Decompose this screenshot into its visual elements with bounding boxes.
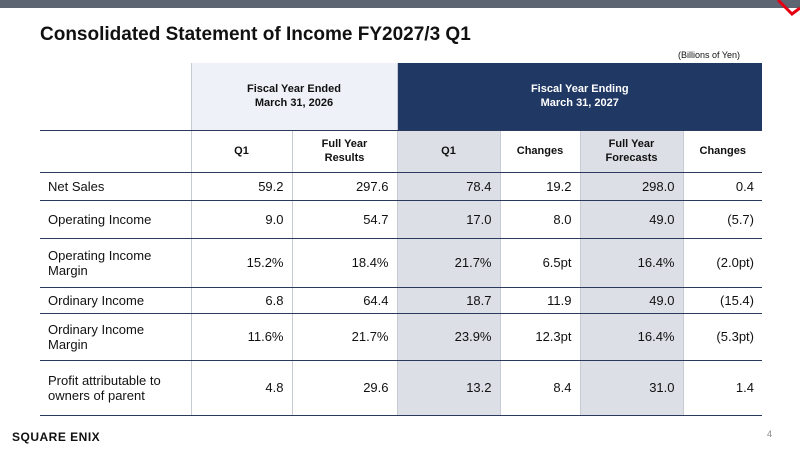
value-cell: 64.4 bbox=[291, 287, 397, 314]
value-cell: 23.9% bbox=[396, 313, 500, 361]
blank-cell bbox=[40, 130, 191, 173]
title: Consolidated Statement of Income FY2027/… bbox=[40, 24, 471, 45]
unit-note: (Billions of Yen) bbox=[678, 50, 741, 60]
value-cell: 21.7% bbox=[291, 313, 397, 361]
value-cell: 54.7 bbox=[291, 200, 397, 239]
header-line: Q1 bbox=[234, 145, 249, 157]
column-header-row: Q1 Full Year Results Q1 Changes Full Year Fore… bbox=[40, 130, 762, 173]
value-cell: (15.4) bbox=[682, 287, 762, 314]
value-cell: 18.4% bbox=[291, 238, 397, 288]
value-cell: 1.4 bbox=[682, 360, 762, 416]
value-cell: 19.2 bbox=[499, 172, 580, 201]
table-row: Net Sales 59.2 297.6 78.4 19.2 298.0 0.4 bbox=[40, 172, 762, 201]
value-cell: 12.3pt bbox=[499, 313, 580, 361]
value-cell: 11.9 bbox=[499, 287, 580, 314]
value-cell: 6.5pt bbox=[499, 238, 580, 288]
value-cell: 78.4 bbox=[396, 172, 500, 201]
header-line: March 31, 2027 bbox=[540, 97, 619, 110]
value-cell: 59.2 bbox=[190, 172, 292, 201]
group-header-row: Fiscal Year Ended March 31, 2026 Fiscal Ye… bbox=[40, 63, 762, 131]
corner-mark bbox=[776, 0, 800, 16]
header-line: Changes bbox=[516, 145, 564, 157]
row-label: Ordinary Income bbox=[40, 287, 191, 314]
value-cell: 16.4% bbox=[579, 313, 683, 361]
value-cell: 15.2% bbox=[190, 238, 292, 288]
header-line: Fiscal Year Ended bbox=[247, 83, 341, 96]
column-header: Changes bbox=[682, 130, 762, 173]
value-cell: 29.6 bbox=[291, 360, 397, 416]
column-header: Changes bbox=[499, 130, 580, 173]
table-row: Ordinary Income 6.8 64.4 18.7 11.9 49.0 (15.4) bbox=[40, 287, 762, 314]
value-cell: 9.0 bbox=[190, 200, 292, 239]
row-label: Operating Income bbox=[40, 200, 191, 239]
header-line: Changes bbox=[699, 145, 746, 157]
value-cell: 31.0 bbox=[579, 360, 683, 416]
value-cell: 6.8 bbox=[190, 287, 292, 314]
header-line: Fiscal Year Ending bbox=[530, 83, 629, 96]
logo: SQUARE ENIX bbox=[12, 430, 101, 444]
row-label: Profit attributable to owners of parent bbox=[40, 360, 191, 416]
header-line: Full Year bbox=[608, 138, 655, 150]
column-header: Q1 bbox=[190, 130, 292, 173]
value-cell: 8.4 bbox=[499, 360, 580, 416]
table-row: Operating Income 9.0 54.7 17.0 8.0 49.0 (5.7) bbox=[40, 200, 762, 239]
table-row: Profit attributable to owners of parent 4… bbox=[40, 360, 762, 416]
value-cell: 16.4% bbox=[579, 238, 683, 288]
header-line: Q1 bbox=[441, 145, 456, 157]
value-cell: 13.2 bbox=[396, 360, 500, 416]
header-line: Full Year bbox=[321, 138, 368, 150]
value-cell: 298.0 bbox=[579, 172, 683, 201]
table-row: Ordinary Income Margin 11.6% 21.7% 23.9% 12.… bbox=[40, 313, 762, 361]
value-cell: (2.0pt) bbox=[682, 238, 762, 288]
value-cell: 8.0 bbox=[499, 200, 580, 239]
blank-cell bbox=[40, 63, 191, 131]
column-header: Full Year Forecasts bbox=[579, 130, 683, 173]
value-cell: 21.7% bbox=[396, 238, 500, 288]
row-label: Ordinary Income Margin bbox=[40, 313, 191, 361]
value-cell: (5.3pt) bbox=[682, 313, 762, 361]
value-cell: 11.6% bbox=[190, 313, 292, 361]
page-number: 4 bbox=[767, 429, 773, 439]
value-cell: 17.0 bbox=[396, 200, 500, 239]
value-cell: 0.4 bbox=[682, 172, 762, 201]
group-header: Fiscal Year Ending March 31, 2027 bbox=[396, 63, 762, 131]
value-cell: 297.6 bbox=[291, 172, 397, 201]
header-line: Results bbox=[324, 152, 365, 164]
row-label: Net Sales bbox=[40, 172, 191, 201]
value-cell: (5.7) bbox=[682, 200, 762, 239]
income-table: Fiscal Year Ended March 31, 2026 Fiscal Ye… bbox=[40, 63, 762, 416]
column-header: Full Year Results bbox=[291, 130, 397, 173]
value-cell: 49.0 bbox=[579, 200, 683, 239]
column-header: Q1 bbox=[396, 130, 500, 173]
value-cell: 4.8 bbox=[190, 360, 292, 416]
value-cell: 49.0 bbox=[579, 287, 683, 314]
group-header: Fiscal Year Ended March 31, 2026 bbox=[190, 63, 397, 131]
row-label: Operating Income Margin bbox=[40, 238, 191, 288]
top-bar bbox=[0, 0, 800, 8]
header-line: Forecasts bbox=[605, 152, 658, 164]
header-line: March 31, 2026 bbox=[254, 97, 334, 110]
value-cell: 18.7 bbox=[396, 287, 500, 314]
table-row: Operating Income Margin 15.2% 18.4% 21.7% 6.… bbox=[40, 238, 762, 288]
